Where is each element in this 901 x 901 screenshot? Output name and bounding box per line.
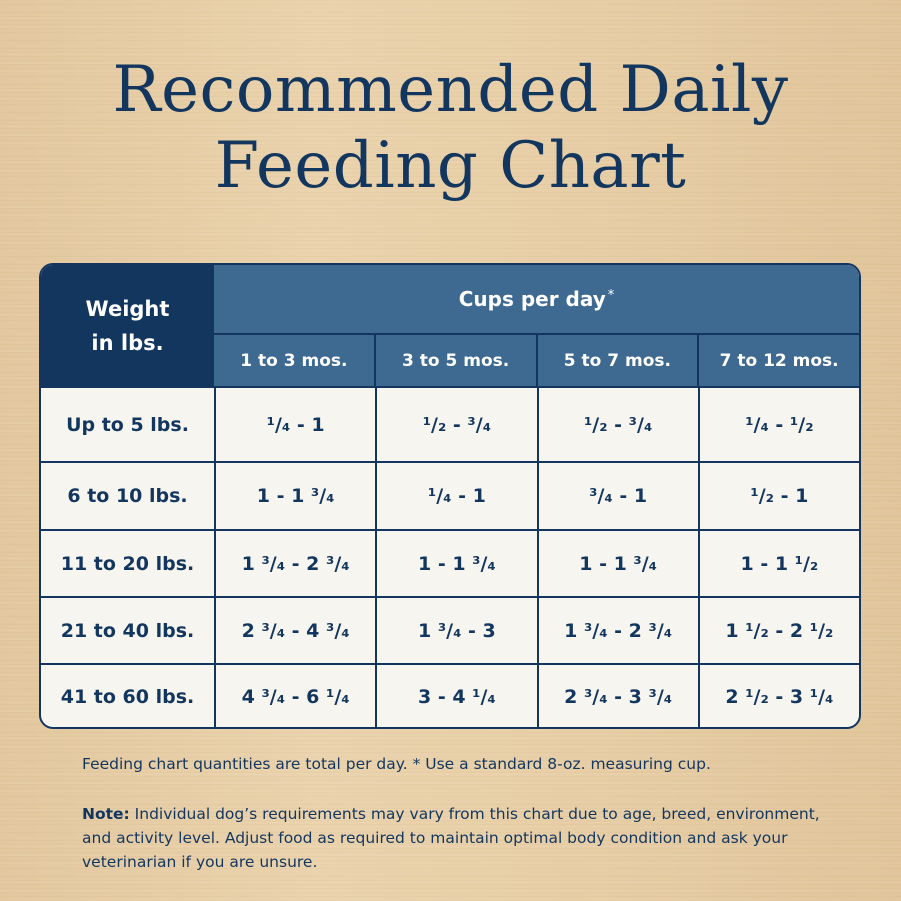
title-line-1: Recommended Daily (112, 53, 789, 127)
value-cell: 2 ³/₄ - 4 ³/₄ (214, 598, 375, 663)
table-row: 11 to 20 lbs. 1 ³/₄ - 2 ³/₄ 1 - 1 ³/₄ 1 … (41, 529, 859, 596)
weight-cell: 41 to 60 lbs. (60, 686, 195, 708)
cups-header-asterisk: * (607, 287, 615, 303)
cups-header-label: Cups per day (458, 287, 606, 311)
value-cell: ¹/₄ - ¹/₂ (697, 388, 859, 461)
value-cell: ³/₄ - 1 (536, 463, 698, 529)
cups-per-day-header: Cups per day * (214, 265, 859, 333)
value-cell: ¹/₄ - 1 (214, 388, 375, 461)
value-cell: 3 - 4 ¹/₄ (375, 665, 536, 727)
age-header-3-5-mos: 3 to 5 mos. (373, 333, 536, 386)
weight-header-line-1: Weight (85, 296, 170, 321)
weight-cell: Up to 5 lbs. (66, 413, 189, 436)
value-cell: 1 ³/₄ - 3 (375, 598, 536, 663)
page-title: Recommended Daily Feeding Chart (0, 52, 901, 204)
table-row: 21 to 40 lbs. 2 ³/₄ - 4 ³/₄ 1 ³/₄ - 3 1 … (41, 596, 859, 663)
note-text: Individual dog’s requirements may vary f… (82, 805, 820, 871)
feeding-footnote: Feeding chart quantities are total per d… (82, 755, 711, 773)
age-header-7-12-mos: 7 to 12 mos. (697, 333, 859, 386)
value-cell: 1 - 1 ³/₄ (375, 531, 536, 596)
table-row: 6 to 10 lbs. 1 - 1 ³/₄ ¹/₄ - 1 ³/₄ - 1 ¹… (41, 461, 859, 529)
value-cell: 1 - 1 ³/₄ (536, 531, 698, 596)
value-cell: 2 ¹/₂ - 3 ¹/₄ (697, 665, 859, 727)
value-cell: 1 - 1 ¹/₂ (697, 531, 859, 596)
note-label: Note: (82, 805, 130, 823)
weight-cell: 21 to 40 lbs. (60, 619, 195, 642)
age-column-headers: 1 to 3 mos. 3 to 5 mos. 5 to 7 mos. 7 to… (214, 333, 859, 386)
value-cell: 2 ³/₄ - 3 ³/₄ (536, 665, 698, 727)
value-cell: 1 - 1 ³/₄ (214, 463, 375, 529)
feeding-table: Weight in lbs. Cups per day * 1 to 3 mos.… (39, 263, 861, 729)
weight-cell: 6 to 10 lbs. (67, 485, 188, 507)
value-cell: ¹/₄ - 1 (375, 463, 536, 529)
age-header-1-3-mos: 1 to 3 mos. (214, 333, 374, 386)
value-cell: 4 ³/₄ - 6 ¹/₄ (214, 665, 375, 727)
value-cell: ¹/₂ - ³/₄ (536, 388, 698, 461)
value-cell: ¹/₂ - 1 (697, 463, 859, 529)
title-line-2: Feeding Chart (214, 129, 687, 203)
value-cell: 1 ³/₄ - 2 ³/₄ (536, 598, 698, 663)
value-cell: ¹/₂ - ³/₄ (375, 388, 536, 461)
weight-column-header: Weight in lbs. (41, 265, 214, 386)
table-body: Up to 5 lbs. ¹/₄ - 1 ¹/₂ - ³/₄ ¹/₂ - ³/₄… (41, 386, 859, 727)
table-row: 41 to 60 lbs. 4 ³/₄ - 6 ¹/₄ 3 - 4 ¹/₄ 2 … (41, 663, 859, 727)
weight-cell: 11 to 20 lbs. (60, 552, 195, 575)
age-header-5-7-mos: 5 to 7 mos. (535, 333, 698, 386)
value-cell: 1 ¹/₂ - 2 ¹/₂ (697, 598, 859, 663)
weight-header-line-2: in lbs. (91, 330, 164, 355)
table-row: Up to 5 lbs. ¹/₄ - 1 ¹/₂ - ³/₄ ¹/₂ - ³/₄… (41, 386, 859, 461)
feeding-note: Note: Individual dog’s requirements may … (82, 802, 842, 874)
value-cell: 1 ³/₄ - 2 ³/₄ (214, 531, 375, 596)
